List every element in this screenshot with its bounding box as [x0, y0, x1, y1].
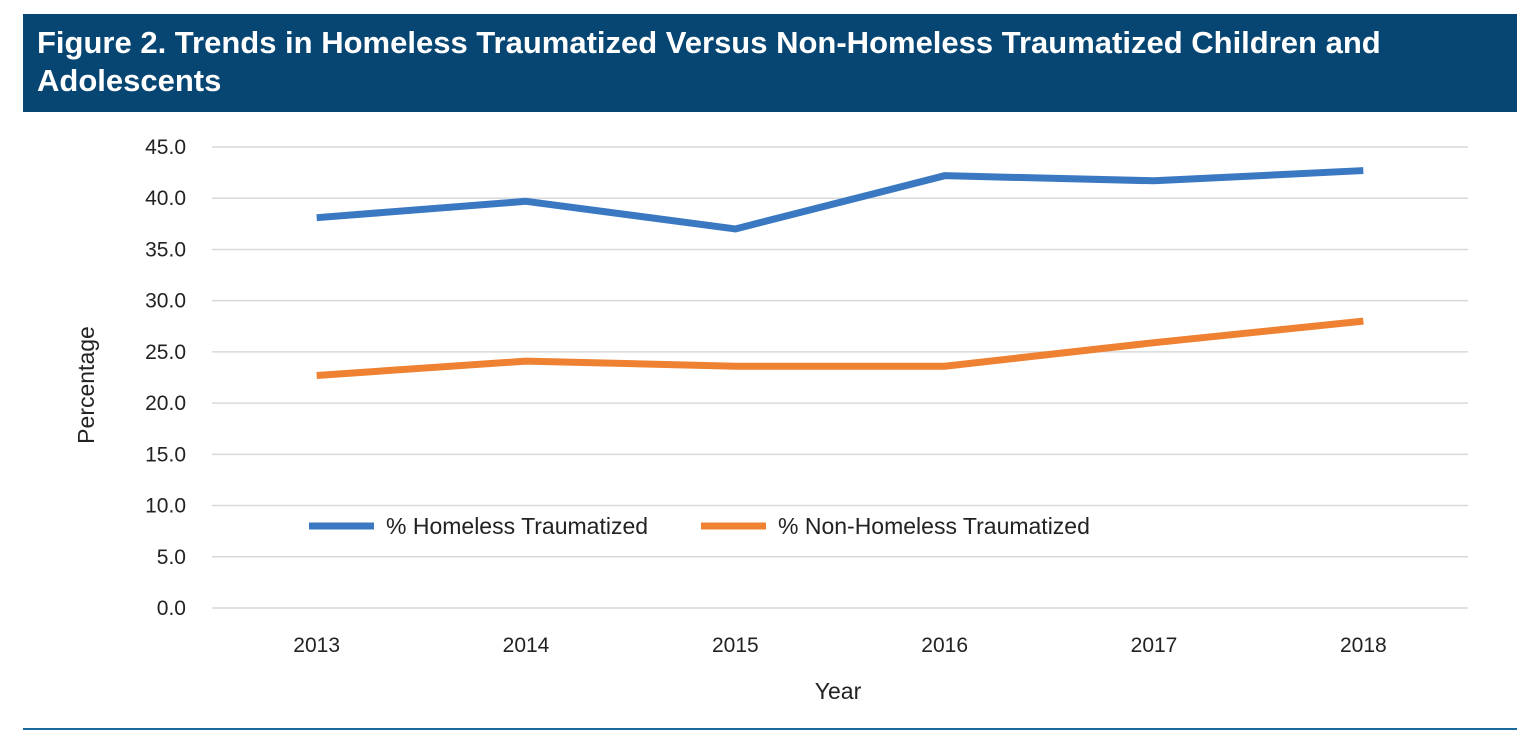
x-tick-label: 2013: [293, 634, 340, 657]
bottom-divider: [23, 728, 1517, 730]
y-axis-tick-labels: 0.0 5.0 10.0 15.0 20.0 25.0 30.0 35.0 40.0 45.0: [145, 136, 186, 620]
x-tick-label: 2015: [712, 634, 759, 657]
y-axis-title: Percentage: [73, 326, 99, 444]
x-tick-label: 2018: [1340, 634, 1387, 657]
x-axis-tick-labels: 2013 2014 2015 2016 2017 2018: [293, 634, 1386, 657]
figure-title-bar: Figure 2. Trends in Homeless Traumatized…: [23, 14, 1517, 112]
y-tick-label: 25.0: [145, 341, 186, 364]
legend-label: % Homeless Traumatized: [386, 513, 648, 539]
y-tick-label: 30.0: [145, 290, 186, 313]
y-tick-label: 35.0: [145, 238, 186, 261]
figure-title: Figure 2. Trends in Homeless Traumatized…: [37, 25, 1381, 98]
y-tick-label: 20.0: [145, 392, 186, 415]
gridlines: [212, 146, 1468, 609]
y-tick-label: 15.0: [145, 443, 186, 466]
y-tick-label: 5.0: [157, 546, 186, 569]
legend-label: % Non-Homeless Traumatized: [778, 513, 1090, 539]
series-lines: [316, 167, 1364, 379]
series-line-non-homeless: [316, 317, 1364, 379]
x-tick-label: 2016: [921, 634, 968, 657]
legend: % Homeless Traumatized % Non-Homeless Tra…: [309, 513, 1090, 539]
y-tick-label: 0.0: [157, 597, 186, 620]
y-tick-label: 10.0: [145, 495, 186, 518]
x-axis-title: Year: [815, 678, 862, 704]
y-tick-label: 45.0: [145, 136, 186, 159]
series-line-homeless: [316, 167, 1364, 233]
y-tick-label: 40.0: [145, 187, 186, 210]
x-tick-label: 2017: [1131, 634, 1178, 657]
x-tick-label: 2014: [503, 634, 550, 657]
